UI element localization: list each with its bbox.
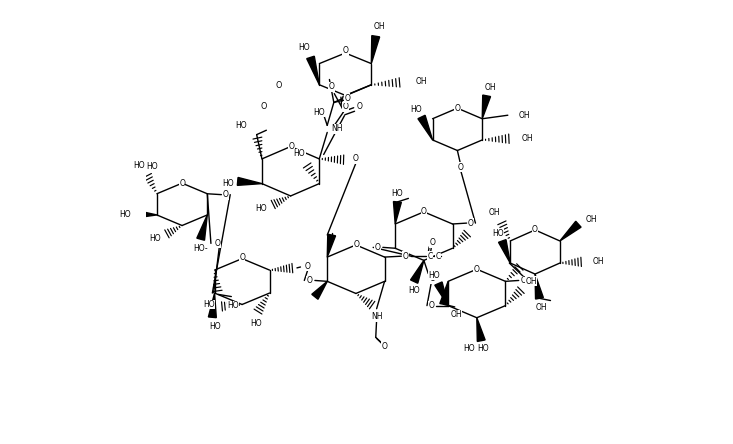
Text: HO: HO xyxy=(410,104,421,114)
Text: HO: HO xyxy=(210,321,221,331)
Text: HO: HO xyxy=(133,161,145,170)
Text: O: O xyxy=(429,301,435,310)
Polygon shape xyxy=(394,202,402,224)
Text: HO: HO xyxy=(255,204,266,213)
Text: O: O xyxy=(532,226,538,234)
Text: O: O xyxy=(520,276,526,285)
Text: O: O xyxy=(421,207,427,216)
Polygon shape xyxy=(560,221,581,241)
Text: O: O xyxy=(304,262,310,271)
Text: NH: NH xyxy=(371,312,383,321)
Text: HO: HO xyxy=(147,162,158,171)
Text: O: O xyxy=(403,252,409,261)
Text: OH: OH xyxy=(518,111,530,120)
Text: OH: OH xyxy=(536,303,548,312)
Text: O: O xyxy=(382,342,388,351)
Polygon shape xyxy=(476,318,485,341)
Text: HO: HO xyxy=(203,300,215,309)
Polygon shape xyxy=(535,274,543,299)
Text: O: O xyxy=(468,218,474,228)
Polygon shape xyxy=(498,240,510,263)
Polygon shape xyxy=(482,95,490,119)
Text: C: C xyxy=(435,252,441,261)
Text: O: O xyxy=(356,102,362,111)
Polygon shape xyxy=(410,260,424,283)
Polygon shape xyxy=(135,210,157,218)
Text: HO: HO xyxy=(149,234,161,243)
Text: HO: HO xyxy=(478,344,489,353)
Text: O: O xyxy=(306,276,312,285)
Text: O: O xyxy=(342,46,348,56)
Text: O: O xyxy=(215,239,221,248)
Polygon shape xyxy=(327,234,336,257)
Text: O: O xyxy=(344,94,350,103)
Polygon shape xyxy=(440,281,448,305)
Text: HO: HO xyxy=(314,108,325,117)
Polygon shape xyxy=(372,36,380,63)
Text: HO: HO xyxy=(251,318,262,328)
Text: O: O xyxy=(375,243,380,252)
Text: O: O xyxy=(430,238,435,247)
Text: O: O xyxy=(353,155,358,163)
Text: HO: HO xyxy=(463,344,475,353)
Text: O: O xyxy=(275,81,281,90)
Text: HO: HO xyxy=(119,210,131,219)
Text: HO: HO xyxy=(492,229,504,238)
Text: OH: OH xyxy=(373,22,385,31)
Text: HO: HO xyxy=(222,179,234,188)
Text: HO: HO xyxy=(298,43,310,52)
Text: OH: OH xyxy=(586,215,597,224)
Text: O: O xyxy=(474,265,479,274)
Text: HO: HO xyxy=(408,286,420,295)
Polygon shape xyxy=(208,293,216,317)
Text: O: O xyxy=(223,190,229,199)
Text: OH: OH xyxy=(593,257,605,266)
Polygon shape xyxy=(306,56,320,85)
Text: O: O xyxy=(454,103,460,113)
Text: OH: OH xyxy=(485,83,496,92)
Polygon shape xyxy=(237,178,262,185)
Text: OH: OH xyxy=(522,134,534,143)
Text: O: O xyxy=(342,102,348,111)
Text: HO: HO xyxy=(428,271,440,280)
Text: O: O xyxy=(354,241,360,250)
Text: OH: OH xyxy=(526,277,537,286)
Text: O: O xyxy=(239,253,245,262)
Text: OH: OH xyxy=(416,77,427,86)
Polygon shape xyxy=(435,282,448,305)
Text: HO: HO xyxy=(235,121,246,130)
Text: OH: OH xyxy=(489,208,501,217)
Polygon shape xyxy=(418,115,432,140)
Text: O: O xyxy=(458,163,464,172)
Text: HO-: HO- xyxy=(194,243,208,253)
Text: O: O xyxy=(289,142,295,151)
Text: HO: HO xyxy=(294,149,305,158)
Text: HO: HO xyxy=(391,189,403,198)
Polygon shape xyxy=(312,281,327,299)
Text: C: C xyxy=(427,252,432,261)
Text: O: O xyxy=(261,102,268,111)
Text: O: O xyxy=(430,274,435,283)
Text: OH: OH xyxy=(450,310,462,319)
Text: O: O xyxy=(328,83,334,91)
Text: NH: NH xyxy=(331,124,343,133)
Polygon shape xyxy=(197,215,207,240)
Text: O: O xyxy=(179,178,185,188)
Text: HO: HO xyxy=(227,301,239,310)
